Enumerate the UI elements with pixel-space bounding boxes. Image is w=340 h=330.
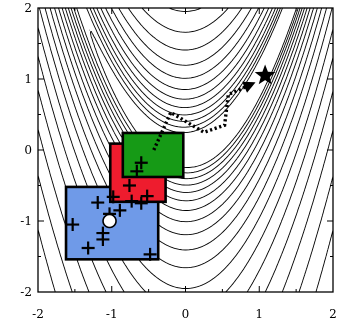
sample-plus-11: [122, 179, 136, 192]
green-box: [121, 131, 185, 179]
x-tick-label-3: 1: [255, 307, 263, 321]
sample-plus-9: [91, 196, 105, 210]
goal-star: [254, 64, 276, 85]
x-tick-labels: -2 -1 0 1 2: [32, 307, 337, 321]
trajectory-path: [152, 82, 253, 151]
y-tick-label-1: 1: [24, 72, 32, 86]
x-tick-label-0: -2: [32, 307, 44, 321]
start-circle: [102, 213, 117, 229]
sample-plus-12: [140, 189, 154, 203]
y-tick-label-2: 0: [24, 143, 32, 157]
sample-plus-1: [81, 241, 95, 255]
sample-plus-8: [143, 247, 157, 261]
trajectory-layer: [152, 64, 276, 151]
axis-ticks: [37, 7, 334, 293]
box-layer: [64, 131, 185, 261]
sample-plus-13: [130, 164, 144, 178]
y-tick-labels: 2 1 0 -1 -2: [20, 1, 32, 299]
trajectory-arrowhead: [242, 81, 256, 93]
sample-plus-0: [66, 218, 80, 232]
sample-plus-5: [113, 203, 127, 217]
sample-plus-10: [106, 190, 120, 204]
x-tick-label-2: 0: [182, 307, 190, 321]
sample-plus-14: [134, 156, 148, 170]
sample-plus-6: [125, 194, 139, 208]
sample-plus-7: [134, 196, 148, 210]
sample-markers: [66, 156, 157, 261]
y-tick-label-0: 2: [24, 1, 32, 15]
x-tick-label-1: -1: [106, 307, 118, 321]
y-tick-label-4: -2: [20, 285, 32, 299]
y-tick-label-3: -1: [20, 214, 32, 228]
x-tick-label-4: 2: [329, 307, 337, 321]
sample-plus-3: [96, 226, 110, 240]
